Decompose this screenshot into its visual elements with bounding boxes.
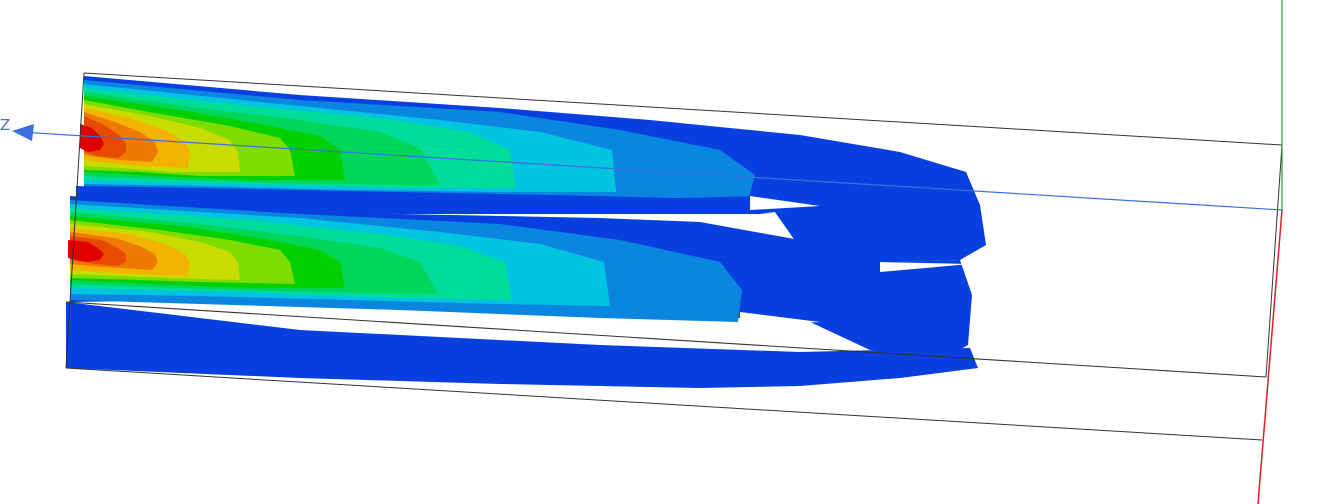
notch-lower (740, 312, 820, 326)
lower-fin-contours (68, 200, 742, 322)
coordinate-axes: Z (0, 0, 1283, 504)
z-axis-label: Z (0, 116, 10, 134)
notch-middle (880, 262, 970, 272)
x-axis-line (1257, 209, 1283, 504)
notch-upper (750, 196, 820, 210)
bottom-slab (66, 302, 978, 388)
gap-band (76, 186, 820, 214)
bounding-box (65, 72, 1283, 441)
z-axis-line (19, 131, 1283, 211)
z-axis-arrowhead (12, 124, 34, 141)
upper-fin-contours (80, 80, 755, 200)
